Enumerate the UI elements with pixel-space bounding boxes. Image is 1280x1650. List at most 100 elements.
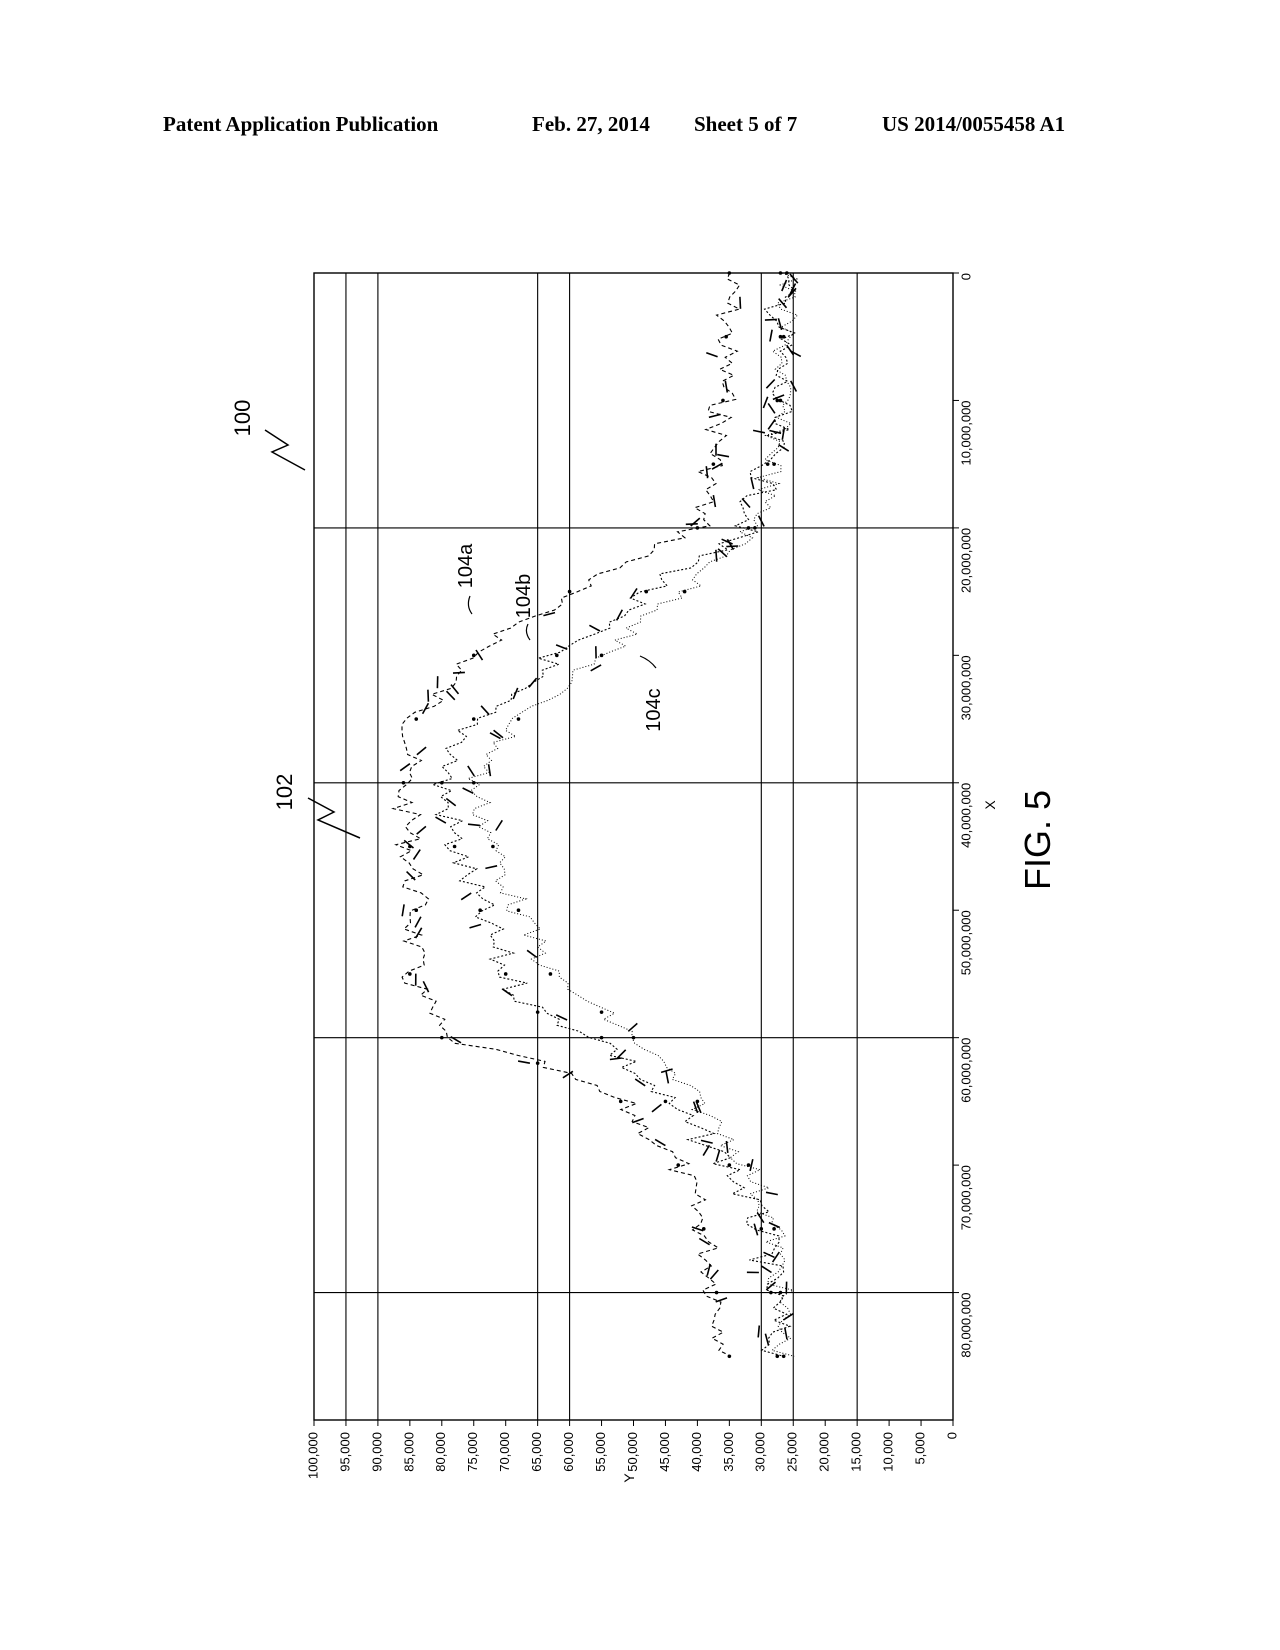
x-tick-label: 40,000,000 (958, 783, 973, 848)
arrow-mark (417, 747, 426, 755)
arrow-mark (610, 1058, 622, 1060)
arrow-mark (617, 610, 623, 621)
arrow-mark (706, 466, 707, 478)
arrow-mark (485, 866, 497, 869)
data-point (728, 1354, 732, 1358)
data-point (728, 1163, 732, 1167)
data-point (683, 590, 687, 594)
data-point (414, 908, 418, 912)
arrow-mark (751, 478, 754, 490)
data-point (779, 271, 783, 275)
arrow-mark (713, 495, 715, 507)
series-104a (393, 271, 740, 1358)
data-point (775, 399, 779, 403)
series-line-104c (468, 273, 798, 1356)
data-point (715, 1291, 719, 1295)
arrow-mark (635, 1079, 645, 1086)
y-tick-label: 10,000 (881, 1432, 896, 1472)
data-point (760, 1227, 764, 1231)
arrow-mark (742, 499, 750, 508)
data-point (721, 399, 725, 403)
arrow-mark (417, 826, 426, 834)
y-tick-label: 5,000 (912, 1432, 927, 1465)
data-point (676, 1163, 680, 1167)
data-point (453, 845, 457, 849)
arrow-mark (770, 330, 772, 342)
arrow-mark (513, 688, 518, 699)
arrow-mark (768, 403, 775, 413)
data-point (555, 654, 559, 658)
arrow-mark (717, 455, 729, 457)
data-point (414, 717, 418, 721)
y-tick-label: 65,000 (529, 1432, 544, 1472)
data-point (772, 1227, 776, 1231)
data-point (785, 271, 789, 275)
arrow-mark (436, 817, 446, 823)
series-104b (433, 271, 798, 1358)
arrow-mark (589, 625, 600, 631)
data-point (478, 908, 482, 912)
data-point (600, 1036, 604, 1040)
series-leader-104c (640, 656, 656, 668)
arrow-mark (470, 925, 482, 928)
data-point (772, 462, 776, 466)
arrow-mark (400, 764, 410, 771)
data-point (712, 462, 716, 466)
data-point (728, 271, 732, 275)
arrow-mark (753, 430, 765, 432)
y-tick-label: 95,000 (337, 1432, 352, 1472)
arrow-mark (787, 345, 794, 355)
arrow-mark (773, 395, 784, 399)
x-tick-label: 80,000,000 (958, 1293, 973, 1358)
x-tick-label: 50,000,000 (958, 910, 973, 975)
arrow-mark (402, 904, 404, 916)
series-label-104c: 104c (643, 688, 665, 731)
arrow-mark (765, 1334, 768, 1346)
series-label-104b: 104b (513, 574, 535, 619)
arrow-mark (763, 397, 767, 408)
data-point (664, 1100, 668, 1104)
y-tick-label: 90,000 (369, 1432, 384, 1472)
arrow-mark (468, 766, 475, 776)
series-leader-104b (526, 624, 530, 640)
series-label-104a: 104a (455, 543, 477, 588)
arrow-mark (428, 690, 429, 702)
arrow-mark (707, 1264, 710, 1276)
arrow-mark (543, 613, 555, 616)
arrow-mark (476, 650, 483, 660)
arrow-mark (489, 764, 491, 776)
data-point (747, 1163, 751, 1167)
arrow-mark (761, 1266, 771, 1273)
data-point (408, 972, 412, 976)
arrow-mark (765, 319, 777, 320)
y-tick-label: 40,000 (689, 1432, 704, 1472)
y-tick-label: 75,000 (465, 1432, 480, 1472)
y-axis-label: Y (621, 1473, 637, 1483)
figure-caption: FIG. 5 (1017, 790, 1058, 890)
y-tick-label: 25,000 (785, 1432, 800, 1472)
arrow-mark (556, 645, 567, 649)
arrow-mark (778, 318, 781, 330)
arrow-mark (701, 1140, 713, 1143)
y-tick-label: 85,000 (401, 1432, 416, 1472)
arrow-mark (652, 1104, 661, 1112)
arrow-mark (518, 1061, 530, 1063)
arrow-mark (631, 588, 638, 598)
arrow-mark (750, 1159, 753, 1171)
arrow-mark (591, 665, 601, 671)
arrow-mark (447, 691, 455, 700)
x-tick-label: 30,000,000 (958, 655, 973, 720)
arrow-mark (617, 1050, 626, 1059)
data-point (472, 717, 476, 721)
ref-figure-leader (265, 430, 305, 470)
series-104c (463, 271, 801, 1358)
data-point (644, 590, 648, 594)
x-axis-label: X (982, 800, 998, 810)
data-point (775, 1354, 779, 1358)
arrow-mark (766, 380, 774, 389)
data-point (517, 908, 521, 912)
arrow-mark (407, 872, 416, 880)
data-point (600, 1010, 604, 1014)
arrow-mark (768, 420, 775, 430)
arrow-mark (716, 550, 717, 562)
